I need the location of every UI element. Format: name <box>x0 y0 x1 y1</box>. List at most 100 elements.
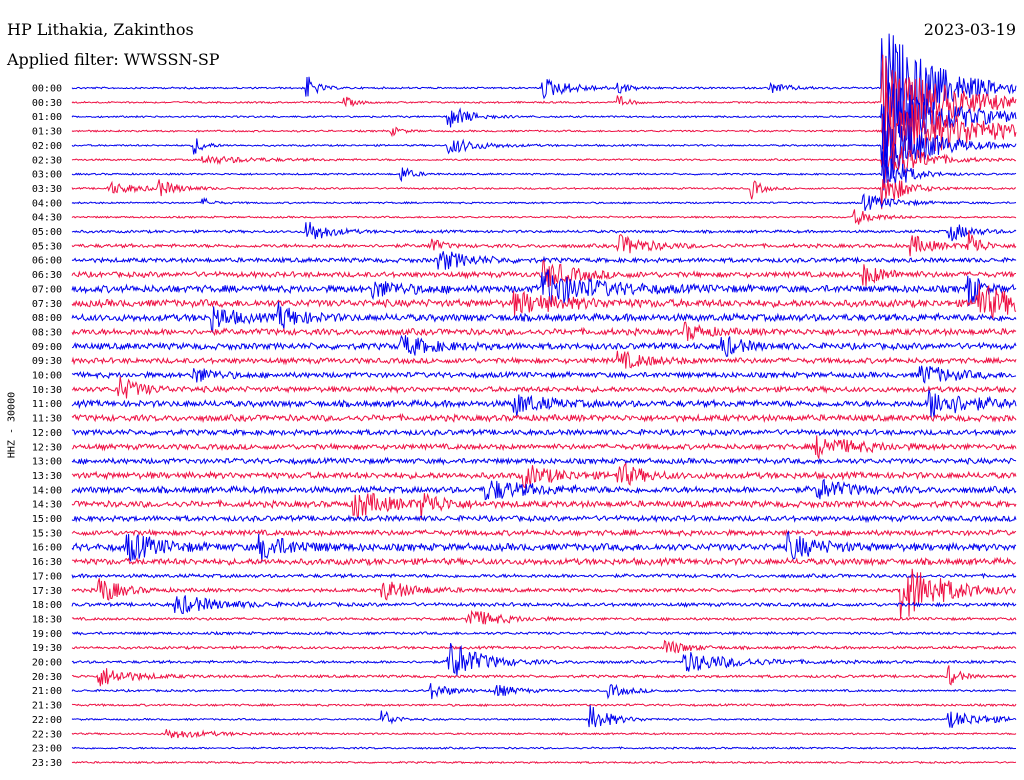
time-label-1500: 15:00 <box>32 514 62 525</box>
trace-row-2030 <box>71 665 1017 687</box>
trace-row-0730 <box>71 283 1017 320</box>
filter-subtitle: Applied filter: WWSSN-SP <box>7 50 220 69</box>
trace-row-0900 <box>71 334 1017 357</box>
trace-row-2230 <box>71 729 1017 739</box>
trace-row-1530 <box>71 528 1017 538</box>
trace-row-1130 <box>71 412 1017 424</box>
time-label-1230: 12:30 <box>32 442 62 453</box>
time-label-0100: 01:00 <box>32 112 62 123</box>
time-label-0730: 07:30 <box>32 299 62 310</box>
trace-row-0530 <box>71 230 1017 257</box>
trace-row-1230 <box>71 435 1017 459</box>
trace-row-1000 <box>71 365 1017 384</box>
time-label-0500: 05:00 <box>32 227 62 238</box>
trace-row-0400 <box>71 193 1017 212</box>
time-label-1800: 18:00 <box>32 600 62 611</box>
trace-row-1100 <box>71 389 1017 419</box>
time-label-0700: 07:00 <box>32 284 62 295</box>
trace-row-0830 <box>71 321 1017 342</box>
trace-layer <box>71 33 1017 765</box>
trace-row-1330 <box>71 462 1017 489</box>
time-label-0230: 02:30 <box>32 155 62 166</box>
trace-row-0700 <box>71 269 1017 307</box>
time-label-1900: 19:00 <box>32 629 62 640</box>
trace-row-1700 <box>71 572 1017 580</box>
trace-row-2200 <box>71 705 1017 728</box>
time-label-0030: 00:30 <box>32 98 62 109</box>
time-label-2330: 23:30 <box>32 758 62 769</box>
trace-row-2100 <box>71 683 1017 700</box>
time-label-0200: 02:00 <box>32 141 62 152</box>
time-label-1700: 17:00 <box>32 571 62 582</box>
time-label-0630: 06:30 <box>32 270 62 281</box>
time-label-1830: 18:30 <box>32 614 62 625</box>
time-label-0530: 05:30 <box>32 241 62 252</box>
time-label-2030: 20:30 <box>32 672 62 683</box>
time-label-0830: 08:30 <box>32 327 62 338</box>
trace-row-1730 <box>71 568 1017 619</box>
time-tick-labels: 00:00 00:30 01:00 01:30 02:00 02:30 03:00 03:30… <box>32 84 62 769</box>
time-label-2000: 20:00 <box>32 658 62 669</box>
time-label-1100: 11:00 <box>32 399 62 410</box>
time-label-0130: 01:30 <box>32 127 62 138</box>
trace-row-1930 <box>71 639 1017 654</box>
time-label-1730: 17:30 <box>32 586 62 597</box>
time-label-0800: 08:00 <box>32 313 62 324</box>
time-label-0900: 09:00 <box>32 342 62 353</box>
channel-axis-label: HHZ - 30000 <box>6 391 18 459</box>
trace-row-0130 <box>71 90 1017 168</box>
time-label-1200: 12:00 <box>32 428 62 439</box>
time-label-1400: 14:00 <box>32 485 62 496</box>
time-label-1600: 16:00 <box>32 543 62 554</box>
time-label-1630: 16:30 <box>32 557 62 568</box>
time-label-2200: 22:00 <box>32 715 62 726</box>
time-label-1530: 15:30 <box>32 528 62 539</box>
time-label-1130: 11:30 <box>32 414 62 425</box>
plot-date: 2023-03-19 <box>923 20 1016 39</box>
trace-row-1300 <box>71 456 1017 466</box>
time-label-2130: 21:30 <box>32 701 62 712</box>
trace-row-0100 <box>71 82 1017 154</box>
time-label-1330: 13:30 <box>32 471 62 482</box>
time-label-2230: 22:30 <box>32 729 62 740</box>
time-label-0300: 03:00 <box>32 170 62 181</box>
time-label-0000: 00:00 <box>32 84 62 95</box>
trace-row-0000 <box>71 33 1017 137</box>
time-label-0600: 06:00 <box>32 256 62 267</box>
time-label-0400: 04:00 <box>32 198 62 209</box>
trace-row-0030 <box>71 54 1017 147</box>
time-label-0430: 04:30 <box>32 213 62 224</box>
trace-row-0500 <box>71 221 1017 242</box>
time-label-1000: 10:00 <box>32 371 62 382</box>
trace-row-1630 <box>71 556 1017 567</box>
trace-row-2130 <box>71 702 1017 708</box>
trace-row-0930 <box>71 350 1017 369</box>
time-label-1300: 13:00 <box>32 457 62 468</box>
trace-row-1430 <box>71 492 1017 520</box>
time-label-2100: 21:00 <box>32 686 62 697</box>
trace-row-1400 <box>71 478 1017 501</box>
trace-row-1500 <box>71 514 1017 524</box>
time-label-1930: 19:30 <box>32 643 62 654</box>
trace-row-0800 <box>71 301 1017 333</box>
trace-row-0300 <box>71 151 1017 191</box>
station-title: HP Lithakia, Zakinthos <box>7 20 194 39</box>
trace-row-1030 <box>71 376 1017 399</box>
time-label-1430: 14:30 <box>32 500 62 511</box>
trace-row-0600 <box>71 251 1017 270</box>
trace-row-0430 <box>71 209 1017 225</box>
time-label-0330: 03:30 <box>32 184 62 195</box>
trace-row-1600 <box>71 530 1017 563</box>
trace-row-2300 <box>71 746 1016 750</box>
trace-row-0230 <box>71 140 1017 186</box>
trace-row-1200 <box>71 427 1017 437</box>
trace-row-0200 <box>71 106 1017 183</box>
trace-row-2000 <box>71 643 1017 677</box>
trace-row-1800 <box>71 595 1017 615</box>
trace-row-1900 <box>71 630 1017 636</box>
trace-row-2330 <box>71 760 1017 765</box>
time-label-0930: 09:30 <box>32 356 62 367</box>
trace-row-0330 <box>71 179 1016 210</box>
trace-row-0630 <box>71 260 1016 288</box>
